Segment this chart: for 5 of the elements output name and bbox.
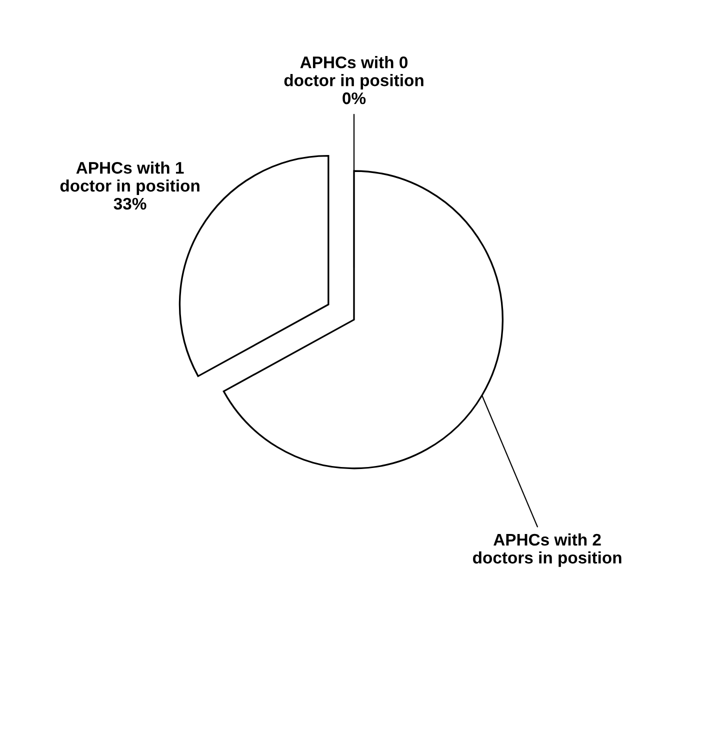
slice-label: APHCs with 2 doctors in position: [472, 533, 622, 567]
data-label: 33%: [114, 198, 146, 210]
text: 0%: [342, 92, 366, 104]
slice-label: APHCs with 1 doctor in position: [60, 162, 200, 195]
category-label: APHCs with 0 doctor in position: [284, 56, 424, 90]
